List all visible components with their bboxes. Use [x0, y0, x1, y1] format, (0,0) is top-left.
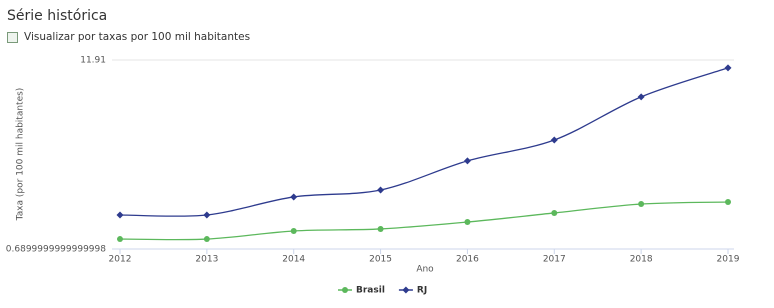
legend-label[interactable]: Brasil	[356, 286, 385, 296]
series-line	[119, 201, 729, 241]
rate-toggle[interactable]: Visualizar por taxas por 100 mil habitan…	[7, 31, 250, 43]
point	[377, 225, 384, 232]
y-axis-title: Taxa (por 100 mil habitantes)	[16, 88, 26, 222]
point	[377, 186, 385, 194]
checkbox[interactable]	[7, 31, 18, 43]
point	[464, 219, 471, 226]
point	[290, 227, 297, 234]
legend-label[interactable]: RJ	[417, 286, 427, 296]
x-tick-label: 2014	[282, 255, 305, 265]
point	[550, 136, 558, 144]
y-tick-label: 0.6899999999999998	[6, 245, 106, 255]
x-tick-label: 2016	[456, 255, 479, 265]
x-tick-label: 2013	[195, 255, 218, 265]
point	[638, 201, 645, 208]
legend-symbol[interactable]	[402, 286, 410, 294]
point	[116, 211, 124, 219]
series-line	[119, 67, 729, 217]
chart-title: Série histórica	[7, 8, 108, 24]
point	[724, 64, 732, 72]
x-tick-label: 2012	[109, 255, 132, 265]
point	[463, 157, 471, 165]
point	[203, 236, 210, 243]
point	[551, 209, 558, 216]
point	[117, 236, 123, 243]
x-tick-label: 2018	[630, 255, 653, 265]
point	[203, 211, 211, 219]
point	[290, 193, 298, 201]
y-tick-label: 11.91	[80, 56, 106, 66]
point	[725, 199, 731, 206]
x-tick-label: 2017	[543, 255, 566, 265]
legend-symbol[interactable]	[342, 287, 348, 293]
x-tick-label: 2019	[717, 255, 740, 265]
x-axis-title: Ano	[416, 265, 434, 275]
point	[637, 93, 645, 101]
checkbox-label[interactable]: Visualizar por taxas por 100 mil habitan…	[24, 31, 251, 43]
x-tick-label: 2015	[369, 255, 392, 265]
